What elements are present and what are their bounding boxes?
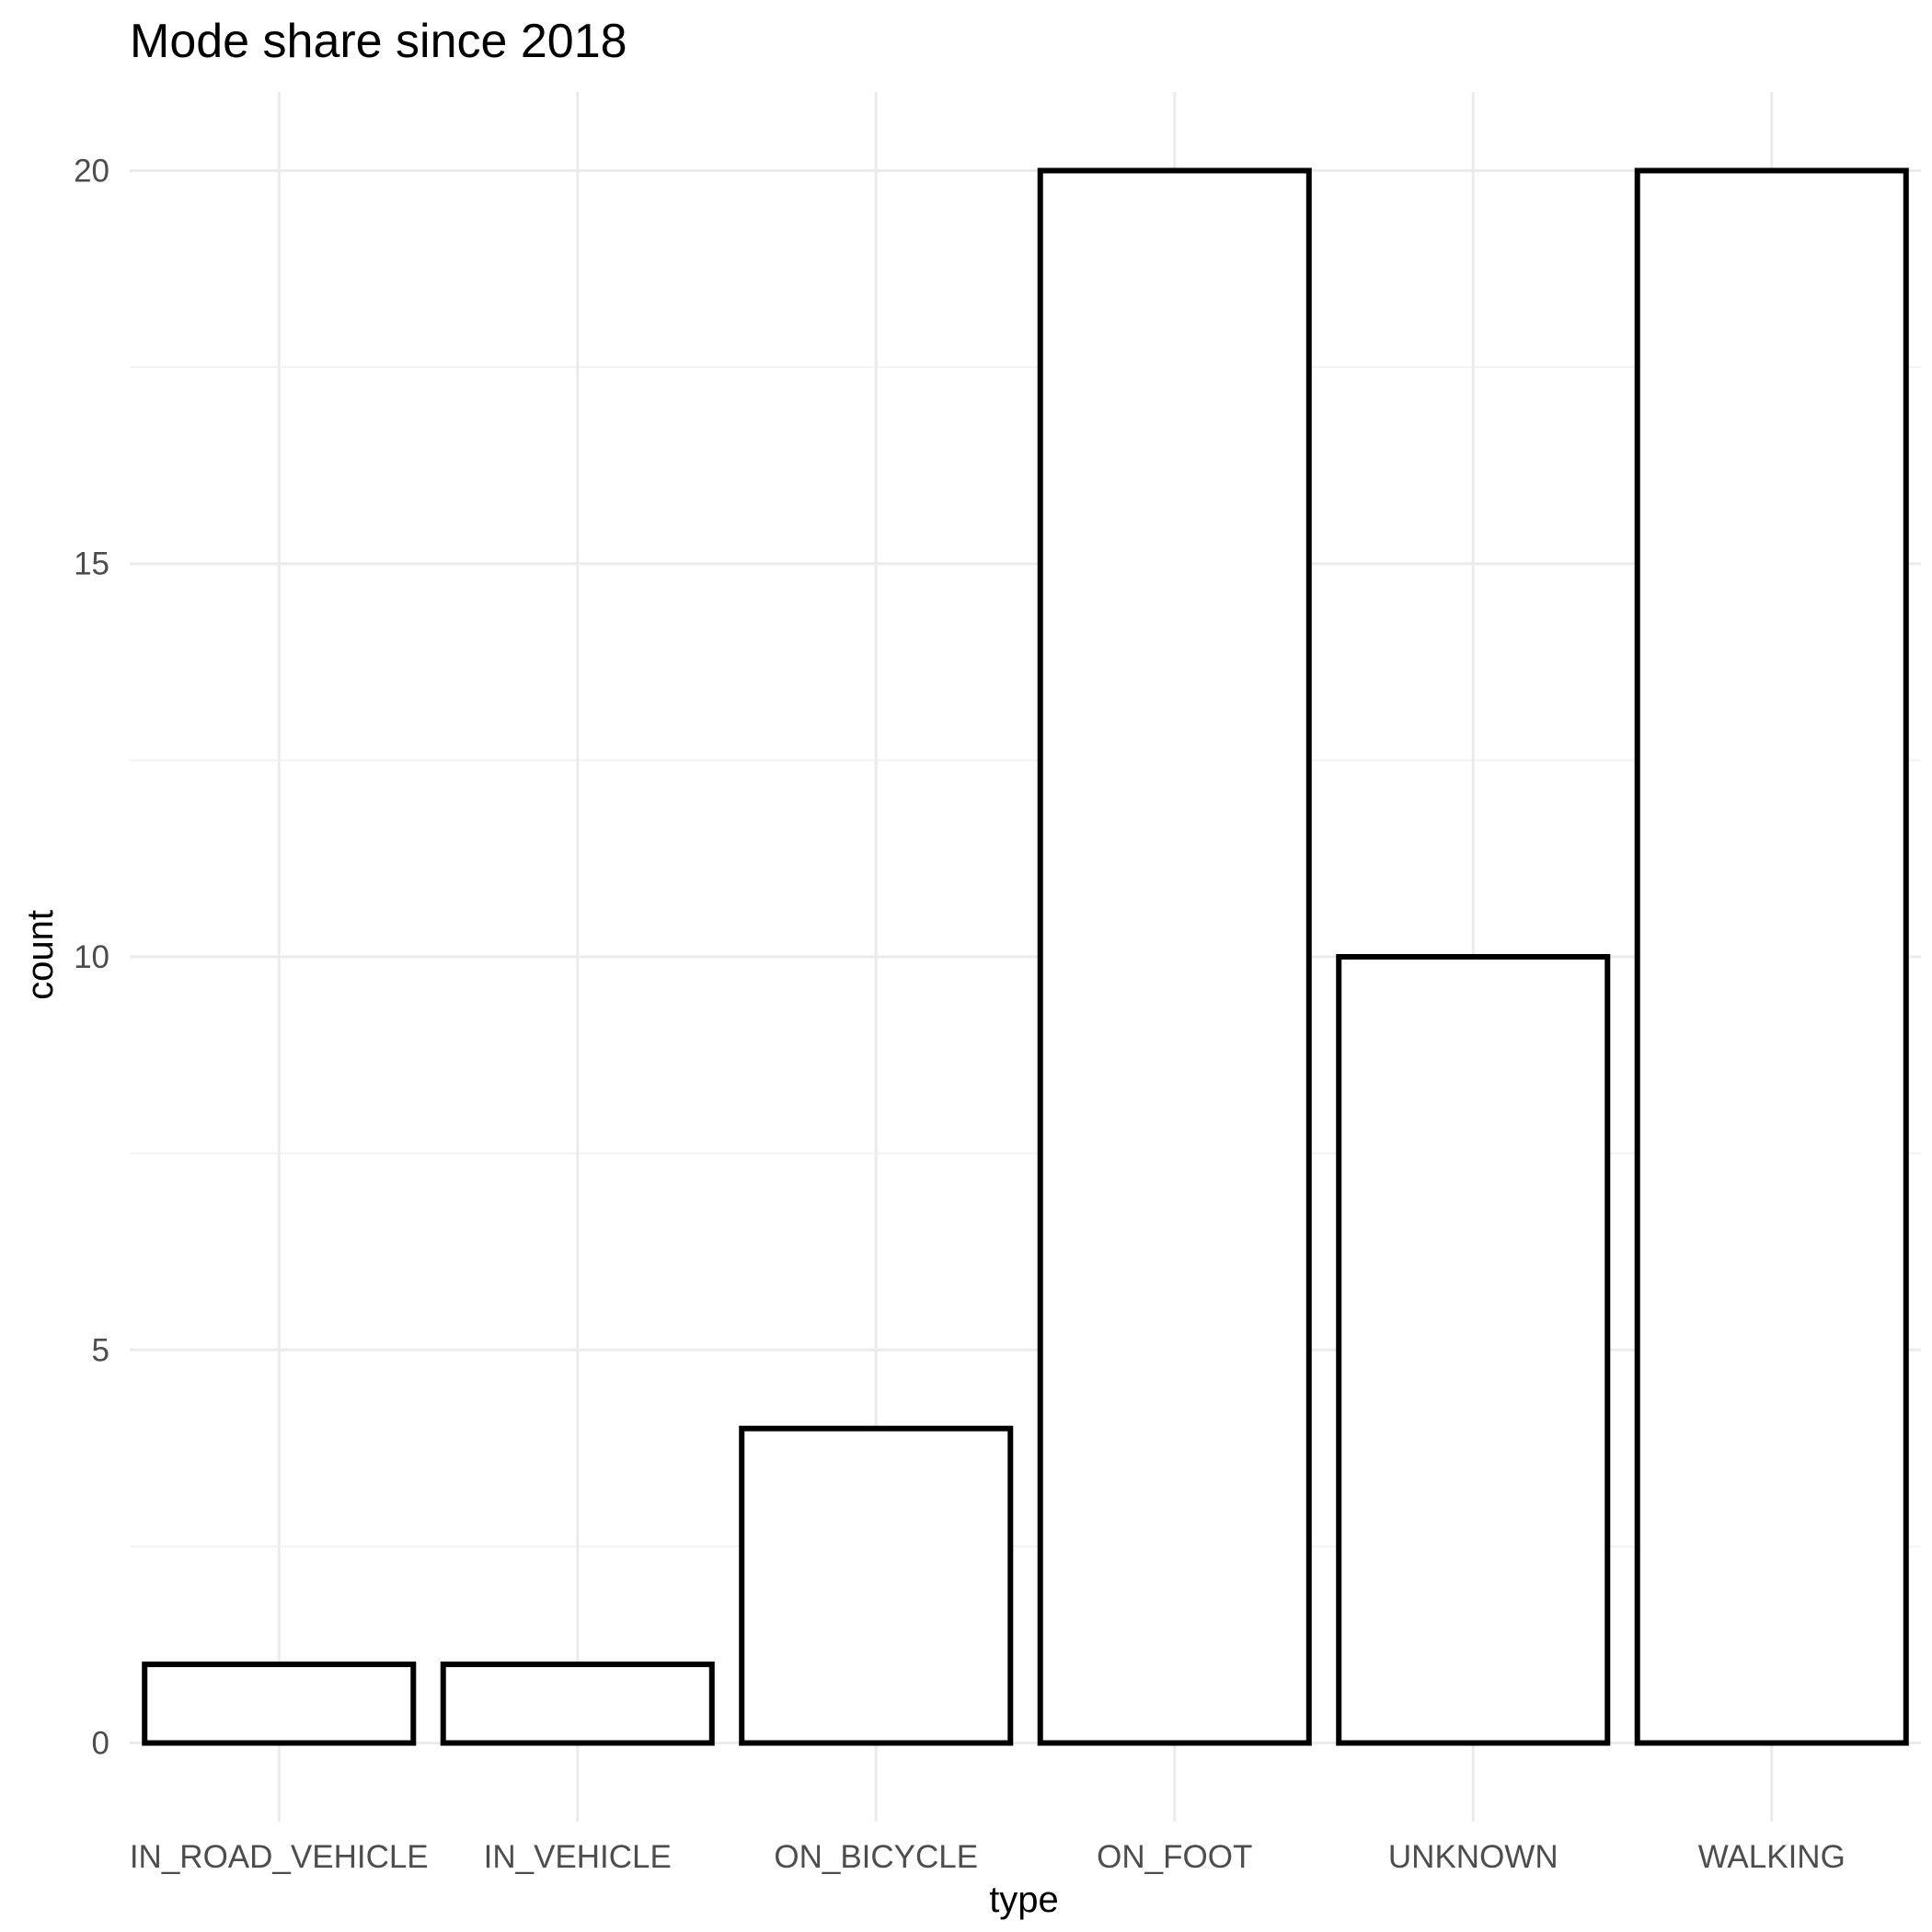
bar-unknown [1336, 954, 1611, 1746]
bars [142, 167, 1909, 1746]
x-tick-label: IN_ROAD_VEHICLE [130, 1839, 429, 1875]
y-tick-label: 15 [74, 546, 109, 582]
bar-on-bicycle [739, 1425, 1014, 1746]
x-axis-title: type [989, 1880, 1059, 1920]
chart-title: Mode share since 2018 [130, 15, 627, 68]
y-tick-label: 20 [74, 153, 109, 189]
bar-on-foot [1037, 167, 1312, 1746]
y-axis-title: count [20, 910, 61, 1000]
y-axis-ticks: 0 5 10 15 20 [74, 153, 109, 1761]
x-tick-label: WALKING [1698, 1839, 1846, 1875]
y-tick-label: 10 [74, 939, 109, 975]
bar-walking [1634, 167, 1909, 1746]
x-tick-label: ON_BICYCLE [774, 1839, 978, 1875]
x-tick-label: IN_VEHICLE [484, 1839, 672, 1875]
x-tick-label: UNKNOWN [1388, 1839, 1558, 1875]
x-tick-label: ON_FOOT [1097, 1839, 1252, 1875]
y-tick-label: 0 [92, 1726, 109, 1762]
bar-in-vehicle [440, 1662, 715, 1746]
y-tick-label: 5 [92, 1332, 109, 1368]
x-axis-ticks: IN_ROAD_VEHICLE IN_VEHICLE ON_BICYCLE ON_FO… [130, 1839, 1846, 1875]
bar-in-road-vehicle [142, 1662, 417, 1746]
